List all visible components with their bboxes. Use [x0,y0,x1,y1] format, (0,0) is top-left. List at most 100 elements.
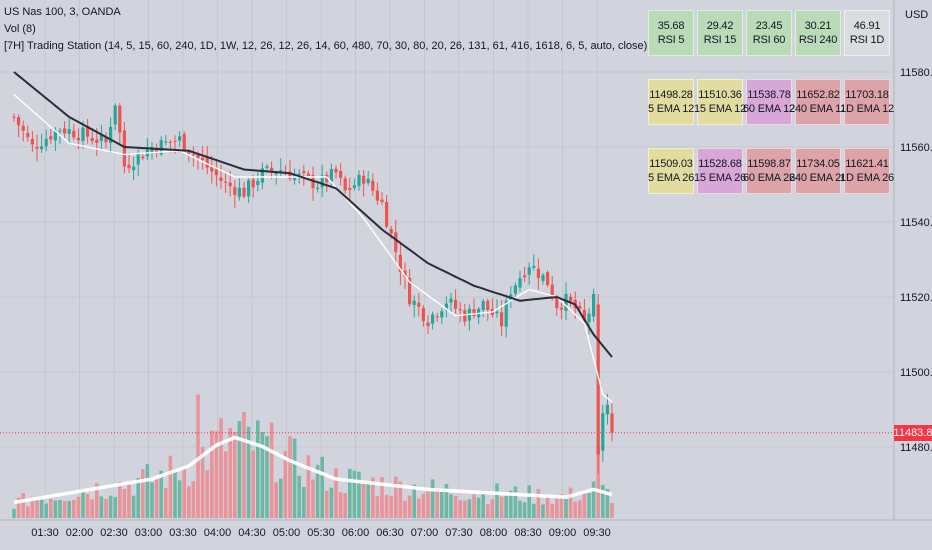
candle-body [104,137,108,143]
volume-bar [62,501,67,518]
candle-body [421,308,425,322]
volume-bar [509,490,513,518]
volume-bar [251,450,255,518]
volume-bar [44,503,48,518]
candle-body [155,147,159,153]
candle-body [582,309,586,321]
candle-body [426,322,430,327]
y-tick-label: 11500.0 [900,367,932,379]
x-tick-label: 09:00 [549,527,577,539]
volume-bar [35,499,39,518]
cell-rsi-1d: 46.91 RSI 1D [844,10,890,56]
candle-body [564,294,568,311]
cell-value: 11510.36 [698,89,742,101]
candle-body [224,181,228,183]
candle-body [168,141,172,143]
volume-bar [568,487,573,518]
volume-bar [265,436,269,518]
volume-bar [136,477,140,518]
cell-value: 11621.41 [845,158,889,170]
candle-body [463,310,467,322]
volume-bar [173,469,177,518]
candle-body [352,185,356,189]
candle-body [113,105,117,125]
volume-bar [550,503,554,518]
cell-label: RSI 60 [752,34,786,46]
x-tick-label: 02:00 [66,527,94,539]
volume-bar [210,430,214,518]
cell-60-ema-26: 11598.87 60 EMA 26 [743,148,795,194]
cell-value: 23.45 [755,20,783,32]
volume-bar [518,500,522,518]
cell-rsi-5: 35.68 RSI 5 [648,10,694,56]
volume-bar [555,495,559,518]
candle-body [587,313,591,323]
candle-body [30,139,34,145]
candle-body [164,141,168,143]
candle-body [81,127,85,142]
volume-bar [481,490,485,518]
volume-bar [131,495,136,518]
volume-bar [403,500,407,518]
symbol-title[interactable]: US Nas 100, 3, OANDA [4,6,121,18]
volume-bar [76,496,81,518]
candle-body [99,134,103,141]
volume-bar [352,470,357,518]
candle-body [343,178,347,191]
candle-body [90,138,94,142]
volume-bar [164,488,168,518]
volume-bar [233,431,237,518]
x-tick-label: 06:30 [376,527,404,539]
volume-indicator-label[interactable]: Vol (8) [4,23,36,35]
cell-label: 5 EMA 26 [647,172,695,184]
volume-bar [269,422,274,518]
volume-bar [187,486,191,518]
candle-body [279,170,283,173]
volume-bar [214,431,219,518]
volume-bar [357,471,361,518]
volume-bar [85,493,90,518]
volume-bar [21,493,25,518]
volume-bar [320,456,324,518]
candle-body [605,404,609,415]
volume-bar [145,464,150,518]
volume-bar [490,499,495,518]
candle-body [132,166,136,171]
candle-body [270,167,274,172]
x-tick-label: 04:00 [204,527,232,539]
candle-body [334,168,338,173]
volume-bar [274,482,278,518]
candle-body [601,413,605,451]
currency-label: USD [905,9,928,21]
candle-body [228,182,232,187]
candle-body [141,156,145,159]
candle-body [371,180,375,191]
volume-bar [237,420,242,518]
cell-label: 1D EMA 26 [840,172,894,184]
volume-bar [582,491,587,518]
cell-rsi-60: 23.45 RSI 60 [746,10,792,56]
volume-bar [495,483,499,518]
candle-body [302,170,306,174]
candle-body [205,157,209,168]
volume-bar [177,480,182,518]
volume-bar [458,500,462,518]
candle-body [431,314,435,324]
volume-bar [39,499,44,518]
trading-station-indicator-label[interactable]: [7H] Trading Station (14, 5, 15, 60, 240… [4,40,648,52]
volume-bar [596,446,600,518]
volume-bar [90,499,94,518]
volume-bar [196,394,200,518]
chart-legend: US Nas 100, 3, OANDA Vol (8) [7H] Tradin… [4,4,647,55]
candle-body [398,254,402,272]
x-tick-label: 06:00 [342,527,370,539]
y-tick-label: 11580.0 [900,67,932,79]
candle-body [201,157,205,161]
candle-body [578,305,582,309]
volume-bar [375,496,380,518]
cell-label: RSI 15 [703,34,737,46]
candle-body [297,173,301,175]
candle-body [329,169,333,182]
candle-body [260,168,264,183]
